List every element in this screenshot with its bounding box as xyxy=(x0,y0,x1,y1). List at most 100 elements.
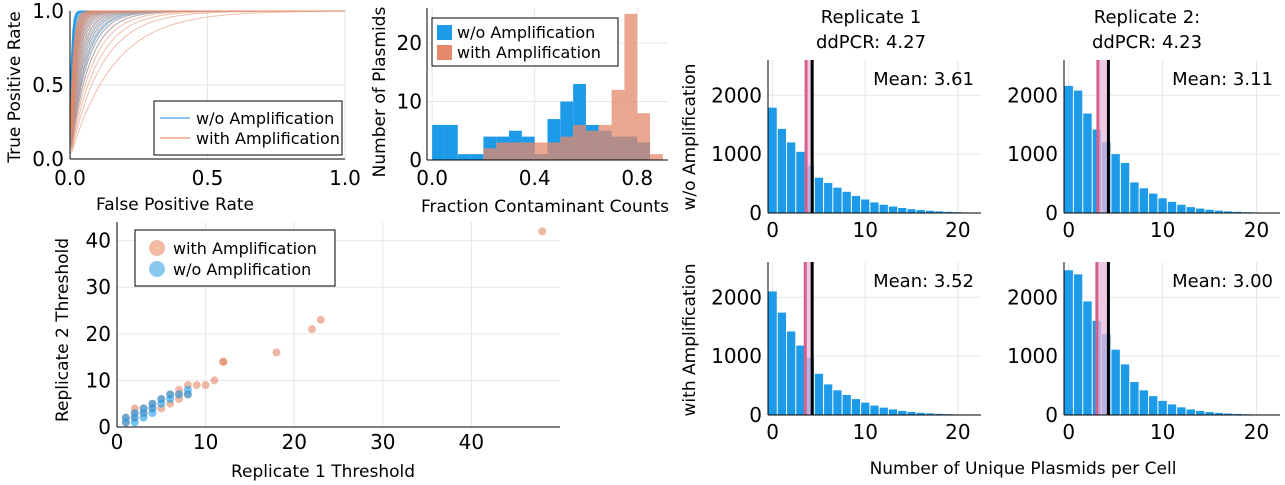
plasmid-x-tick-label: 10 xyxy=(853,218,878,242)
roc-legend-label: w/o Amplification xyxy=(196,109,334,128)
roc-y-tick-label: 0.5 xyxy=(32,73,64,97)
plasmid-bar xyxy=(1158,198,1167,213)
plasmid-bar xyxy=(916,412,925,415)
plasmid-bar xyxy=(842,191,851,213)
plasmid-y-tick-label: 2000 xyxy=(711,285,762,309)
plasmid-x-tick-label: 0 xyxy=(1062,218,1075,242)
hist-y-tick-label: 0 xyxy=(409,148,422,172)
plasmid-mean-ddpcr-band xyxy=(1097,60,1109,213)
plasmid-bar xyxy=(1120,364,1130,415)
roc-x-tick-label: 1.0 xyxy=(329,166,361,190)
plasmid-y-tick-label: 2000 xyxy=(711,83,762,107)
hist-x-tick-label: 0.8 xyxy=(621,166,653,190)
plasmid-y-tick-label: 2000 xyxy=(1007,83,1058,107)
plasmid-bar xyxy=(1064,270,1073,415)
hist-bar-with-amp xyxy=(521,142,535,160)
scatter-y-tick-label: 0 xyxy=(98,415,111,439)
plasmid-bar xyxy=(888,206,898,213)
plasmid-mean-ddpcr-band xyxy=(806,60,813,213)
plasmid-bar xyxy=(1205,412,1214,415)
hist-y-tick-label: 10 xyxy=(397,90,422,114)
plasmid-bar xyxy=(1224,211,1233,213)
hist-y-axis-label: Number of Plasmids xyxy=(370,7,390,178)
scatter-point-with-amp xyxy=(219,357,228,366)
plasmid-bar xyxy=(1064,85,1073,213)
plasmid-bar xyxy=(777,312,787,415)
roc-x-tick-label: 0.0 xyxy=(54,166,86,190)
plasmid-bar xyxy=(870,405,879,415)
plasmid-x-axis-label: Number of Unique Plasmids per Cell xyxy=(870,459,1177,479)
plasmid-bar xyxy=(1111,349,1120,415)
roc-y-axis-label: True Positive Rate xyxy=(5,11,25,163)
plasmid-bar xyxy=(1195,410,1205,415)
plasmid-x-tick-label: 10 xyxy=(1150,420,1175,444)
plasmid-bar xyxy=(935,211,944,213)
plasmid-row-label: w/o Amplification xyxy=(680,64,700,211)
scatter-point-with-amp xyxy=(316,315,325,324)
plasmid-mean-label: Mean: 3.61 xyxy=(873,69,974,90)
plasmid-bar xyxy=(1186,409,1195,415)
plasmid-bar xyxy=(851,399,861,415)
plasmid-bar xyxy=(1130,182,1139,213)
plasmid-bar xyxy=(925,210,935,213)
scatter-point-wo-amp xyxy=(139,404,148,413)
hist-bar-with-amp xyxy=(585,130,599,160)
plasmid-x-tick-label: 10 xyxy=(853,420,878,444)
roc-legend-box xyxy=(153,100,343,156)
plasmid-x-tick-label: 20 xyxy=(1244,420,1269,444)
plasmid-column-title: Replicate 2: xyxy=(1094,7,1201,28)
hist-bar-with-amp xyxy=(496,142,510,160)
hist-bar-with-amp xyxy=(624,13,638,160)
hist-bar-wo-amp xyxy=(444,124,458,160)
plasmid-bar xyxy=(1083,113,1092,213)
plasmid-bar xyxy=(787,331,796,415)
plasmid-column-title: ddPCR: 4.23 xyxy=(1092,32,1202,53)
hist-bar-with-amp xyxy=(509,142,522,160)
plasmid-bar xyxy=(1186,207,1195,213)
scatter-y-axis-label: Replicate 2 Threshold xyxy=(53,238,73,422)
plasmid-y-tick-label: 2000 xyxy=(1007,285,1058,309)
hist-bar-with-amp xyxy=(534,142,548,160)
plasmid-x-tick-label: 20 xyxy=(1244,218,1269,242)
plasmid-x-tick-label: 0 xyxy=(766,420,779,444)
scatter-point-wo-amp xyxy=(175,390,184,399)
hist-bar-with-amp xyxy=(547,142,561,160)
plasmid-bar xyxy=(879,407,888,415)
roc-x-axis-label: False Positive Rate xyxy=(96,195,254,215)
plasmid-bar xyxy=(1139,188,1149,213)
plasmid-bar xyxy=(1195,208,1205,213)
plasmid-y-tick-label: 0 xyxy=(1045,403,1058,427)
plasmid-mean-label: Mean: 3.00 xyxy=(1172,271,1273,292)
plasmid-bar xyxy=(861,199,870,213)
plasmid-mean-ddpcr-band xyxy=(1096,262,1109,415)
scatter-x-axis-label: Replicate 1 Threshold xyxy=(231,462,415,482)
plasmid-x-tick-label: 20 xyxy=(945,420,970,444)
scatter-y-tick-label: 20 xyxy=(86,322,111,346)
scatter-y-tick-label: 10 xyxy=(86,368,111,392)
plasmid-x-tick-label: 20 xyxy=(945,218,970,242)
scatter-point-with-amp xyxy=(201,381,210,390)
hist-bar-with-amp xyxy=(483,148,497,160)
scatter-point-wo-amp xyxy=(130,409,139,418)
plasmid-bar xyxy=(870,202,879,213)
plasmid-mean-label: Mean: 3.52 xyxy=(873,271,974,292)
hist-bar-with-amp xyxy=(611,89,625,160)
hist-bar-with-amp xyxy=(598,124,612,160)
plasmid-mean-label: Mean: 3.11 xyxy=(1172,69,1273,90)
hist-bar-with-amp xyxy=(573,124,586,160)
plasmid-bar xyxy=(1214,412,1224,415)
plasmid-bar xyxy=(796,345,805,415)
plasmid-bar xyxy=(814,373,824,415)
plasmid-bar xyxy=(1083,301,1092,415)
plasmid-bar xyxy=(824,182,833,213)
plasmid-row-label: with Amplification xyxy=(680,264,700,417)
scatter-y-tick-label: 30 xyxy=(86,275,111,299)
hist-legend-swatch-wo-amp xyxy=(437,25,452,40)
plasmid-bar xyxy=(833,187,842,213)
roc-x-tick-label: 0.5 xyxy=(192,166,224,190)
plasmid-bar xyxy=(1158,400,1167,415)
hist-bar-wo-amp xyxy=(432,124,445,160)
hist-legend-label: w/o Amplification xyxy=(457,23,595,42)
plasmid-bar xyxy=(1111,154,1120,213)
